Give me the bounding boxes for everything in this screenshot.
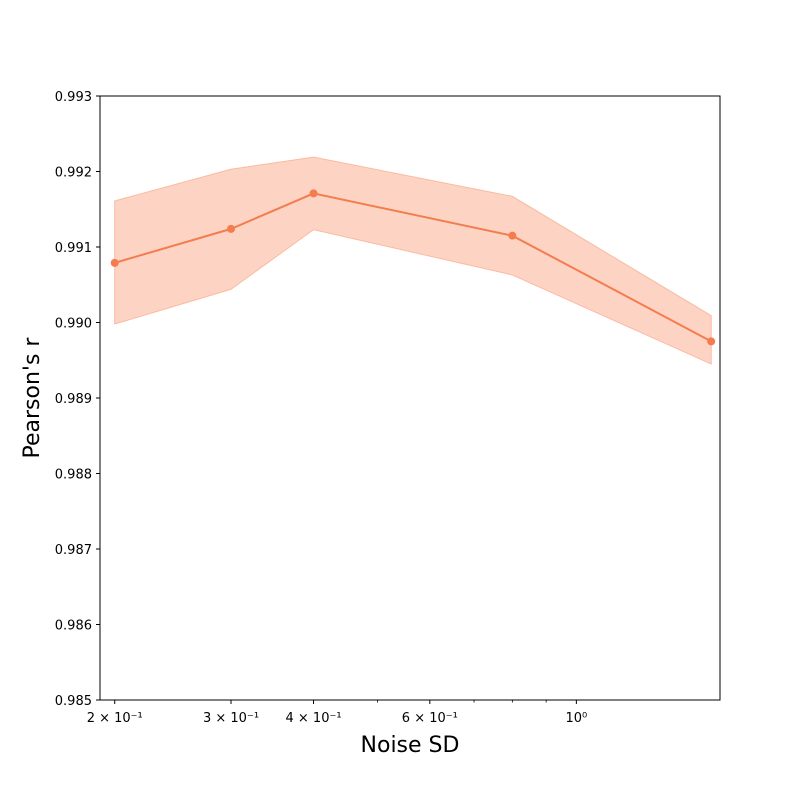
confidence-band [114, 156, 712, 365]
data-point [110, 258, 119, 267]
data-point [707, 337, 716, 346]
y-tick-label: 0.985 [55, 694, 92, 709]
x-tick-label: 10⁰ [565, 711, 587, 726]
y-tick-label: 0.993 [55, 90, 92, 105]
y-tick-label: 0.991 [55, 241, 92, 256]
data-point [227, 224, 236, 233]
y-tick-label: 0.992 [55, 166, 92, 181]
x-tick-label: 4 × 10⁻¹ [286, 711, 342, 726]
x-tick-label: 6 × 10⁻¹ [402, 711, 458, 726]
y-tick-label: 0.989 [55, 392, 92, 407]
y-tick-label: 0.990 [55, 317, 92, 332]
x-axis-label: Noise SD [361, 733, 460, 758]
y-tick-label: 0.986 [55, 619, 92, 634]
x-tick-label: 3 × 10⁻¹ [203, 711, 259, 726]
x-tick-label: 2 × 10⁻¹ [87, 711, 143, 726]
data-point [508, 231, 517, 240]
y-axis-label: Pearson's r [20, 337, 45, 459]
plot-area [110, 156, 716, 365]
y-tick-label: 0.988 [55, 468, 92, 483]
axes: 0.985 0.986 0.987 0.988 0.989 0.990 0.991 0.992… [55, 90, 721, 726]
data-point [309, 189, 318, 198]
y-tick-label: 0.987 [55, 543, 92, 558]
